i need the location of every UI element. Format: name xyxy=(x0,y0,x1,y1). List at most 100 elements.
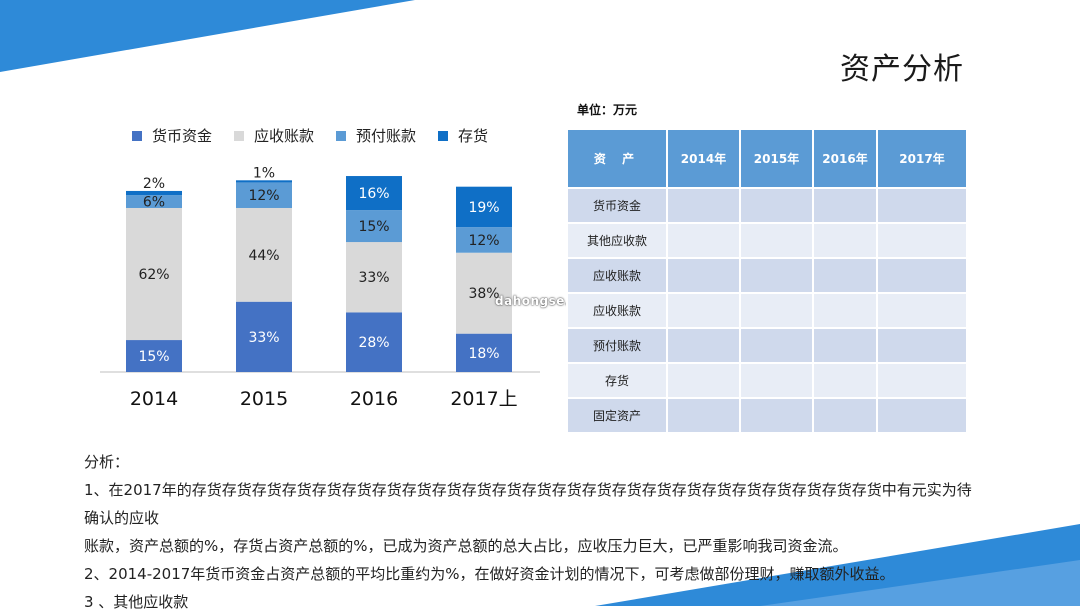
legend-label-prepayments: 预付账款 xyxy=(356,127,417,145)
row-label: 其他应收款 xyxy=(566,222,668,259)
assets-table: 资 产 2014年 2015年 2016年 2017年 货币资金 其他应收款 应… xyxy=(566,128,968,434)
bar-receivables-2015 xyxy=(236,207,292,302)
x-tick-label-2015: 2015 xyxy=(240,388,288,410)
data-label-prepayments-2014: 6% xyxy=(143,195,165,211)
data-label-inventory-2014: 2% xyxy=(143,176,165,192)
table-cell xyxy=(739,327,814,364)
x-tick-label-2017上: 2017上 xyxy=(450,388,517,410)
header-2014: 2014年 xyxy=(666,128,741,189)
analysis-line-1: 1、在2017年的存货存货存货存货存货存货存货存货存货存货存货存货存货存货存货存… xyxy=(84,481,972,527)
row-label: 预付账款 xyxy=(566,327,668,364)
header-2017: 2017年 xyxy=(876,128,968,189)
table-cell xyxy=(876,362,968,399)
table-cell xyxy=(739,292,814,329)
data-label-cash-2014: 15% xyxy=(138,349,169,365)
table-cell xyxy=(812,362,878,399)
table-row: 固定资产 xyxy=(566,397,968,434)
data-label-prepayments-2015: 12% xyxy=(248,188,279,204)
table-row: 预付账款 xyxy=(566,327,968,364)
legend-label-inventory: 存货 xyxy=(458,127,489,145)
bar-cash-2016 xyxy=(346,312,402,372)
table-cell xyxy=(876,397,968,434)
chart-legend: 货币资金 应收账款 预付账款 存货 xyxy=(132,125,488,146)
table-cell xyxy=(876,187,968,224)
table-row: 其他应收款 xyxy=(566,222,968,259)
table-cell xyxy=(666,292,741,329)
table-cell xyxy=(812,327,878,364)
table-cell xyxy=(666,327,741,364)
header-asset: 资 产 xyxy=(566,128,668,189)
data-label-cash-2017上: 18% xyxy=(468,346,499,362)
top-left-stripe xyxy=(0,0,415,72)
bar-prepayments-2017上 xyxy=(456,227,512,253)
table-header-row: 资 产 2014年 2015年 2016年 2017年 xyxy=(566,128,968,189)
legend-item-prepayments: 预付账款 xyxy=(336,125,416,146)
bar-inventory-2017上 xyxy=(456,186,512,228)
table-cell xyxy=(812,222,878,259)
bar-inventory-2016 xyxy=(346,176,402,211)
table-cell xyxy=(666,222,741,259)
table-cell xyxy=(666,397,741,434)
legend-swatch-cash xyxy=(132,130,142,141)
bar-receivables-2016 xyxy=(346,242,402,313)
header-2016: 2016年 xyxy=(812,128,878,189)
table-row: 货币资金 xyxy=(566,187,968,224)
table-cell xyxy=(812,257,878,294)
stacked-bar-chart: 15% 62% 6% 2% 33% 44% 12% 1% 28% 33% 15% 16% 18% 38% 1… xyxy=(100,165,540,410)
bar-prepayments-2016 xyxy=(346,210,402,243)
data-label-prepayments-2017上: 12% xyxy=(468,233,499,249)
table-cell xyxy=(812,187,878,224)
unit-label: 单位：万元 xyxy=(577,103,638,117)
bar-inventory-2014 xyxy=(126,190,182,196)
row-label: 存货 xyxy=(566,362,668,399)
table-cell xyxy=(812,292,878,329)
bar-inventory-2015 xyxy=(236,180,292,183)
table-row: 应收账款 xyxy=(566,292,968,329)
data-label-receivables-2017上: 38% xyxy=(468,286,499,302)
table-row: 存货 xyxy=(566,362,968,399)
analysis-text: 分析： 1、在2017年的存货存货存货存货存货存货存货存货存货存货存货存货存货存… xyxy=(84,448,984,616)
bar-cash-2015 xyxy=(236,301,292,372)
row-label: 应收账款 xyxy=(566,257,668,294)
table-cell xyxy=(739,257,814,294)
bar-receivables-2017上 xyxy=(456,252,512,334)
data-label-inventory-2017上: 19% xyxy=(468,200,499,216)
header-2015: 2015年 xyxy=(739,128,814,189)
data-label-cash-2016: 28% xyxy=(358,335,389,351)
data-label-receivables-2014: 62% xyxy=(138,267,169,283)
data-label-cash-2015: 33% xyxy=(248,330,279,346)
row-label: 货币资金 xyxy=(566,187,668,224)
legend-item-cash: 货币资金 xyxy=(132,125,212,146)
bar-receivables-2014 xyxy=(126,207,182,341)
analysis-heading: 分析： xyxy=(84,453,130,471)
table-cell xyxy=(739,187,814,224)
legend-swatch-receivables xyxy=(234,130,245,141)
bar-prepayments-2014 xyxy=(126,195,182,208)
table-cell xyxy=(876,292,968,329)
x-ticks-group: 2014 2015 2016 2017上 xyxy=(130,388,518,410)
table-cell xyxy=(739,362,814,399)
bar-cash-2017上 xyxy=(456,333,512,372)
table-cell xyxy=(876,222,968,259)
legend-label-receivables: 应收账款 xyxy=(254,127,315,145)
data-label-receivables-2015: 44% xyxy=(248,248,279,264)
x-tick-label-2014: 2014 xyxy=(130,388,178,410)
bar-prepayments-2015 xyxy=(236,182,292,208)
table-cell xyxy=(876,257,968,294)
row-label: 固定资产 xyxy=(566,397,668,434)
page-title: 资产分析 xyxy=(840,52,964,87)
table-cell xyxy=(739,222,814,259)
table-cell xyxy=(666,362,741,399)
analysis-line-3: 2、2014-2017年货币资金占资产总额的平均比重约为%，在做好资金计划的情况… xyxy=(84,565,895,583)
data-label-inventory-2015: 1% xyxy=(253,165,275,181)
legend-item-inventory: 存货 xyxy=(438,125,488,146)
x-tick-label-2016: 2016 xyxy=(350,388,398,410)
analysis-line-4: 3 、其他应收款 xyxy=(84,593,189,611)
row-label: 应收账款 xyxy=(566,292,668,329)
data-label-inventory-2016: 16% xyxy=(358,186,389,202)
table-cell xyxy=(812,397,878,434)
data-label-receivables-2016: 33% xyxy=(358,270,389,286)
analysis-line-2: 账款，资产总额的%，存货占资产总额的%，已成为资产总额的总大占比，应收压力巨大，… xyxy=(84,537,848,555)
legend-swatch-inventory xyxy=(438,130,449,141)
bars-group: 15% 62% 6% 2% 33% 44% 12% 1% 28% 33% 15% 16% 18% 38% 1… xyxy=(126,165,512,372)
